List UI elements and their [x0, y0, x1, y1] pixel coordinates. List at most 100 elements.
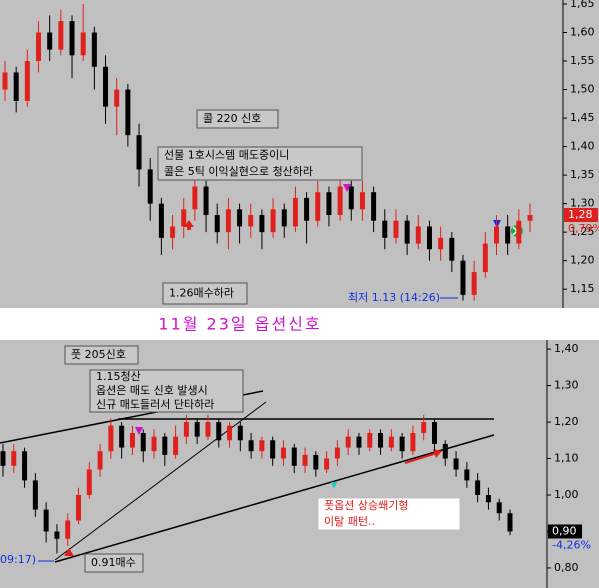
y-tick-label: 1,20: [554, 415, 579, 428]
annotation-box: [64, 345, 139, 365]
candle-body: [119, 425, 125, 448]
candle-body: [13, 72, 19, 101]
candle-body: [227, 425, 233, 441]
note: 최저 1.13 (14:26): [348, 291, 440, 304]
candle-body: [371, 192, 377, 221]
candle-body: [464, 469, 470, 481]
signal-arrow: [493, 220, 501, 228]
candle-body: [248, 440, 254, 452]
candle-body: [192, 186, 198, 210]
candle-body: [54, 531, 60, 539]
y-tick-label: 1,55: [570, 54, 595, 67]
candle-body: [426, 226, 432, 250]
candle-body: [36, 32, 42, 62]
banner-band: [0, 308, 599, 340]
y-tick-label: 1,60: [570, 26, 595, 39]
candle-body: [170, 226, 176, 238]
candle-body: [183, 422, 189, 437]
note: 09:17): [0, 553, 36, 566]
annotation-text: 선물 1호시스템 매도중이니: [164, 148, 289, 161]
last-price: 1,28: [568, 208, 593, 221]
candle-body: [493, 226, 499, 244]
annotation-text: 풋옵션 상승쐐기형: [324, 499, 408, 512]
candle-body: [86, 469, 92, 495]
candle-body: [270, 440, 276, 459]
candle-body: [471, 272, 477, 295]
candle-body: [313, 454, 319, 470]
candle-body: [214, 215, 220, 233]
candle-body: [304, 197, 310, 221]
candle-body: [326, 192, 332, 216]
candle-body: [410, 433, 416, 452]
annotation-text: 1.26매수하라: [169, 286, 234, 300]
annotation-box: [89, 369, 244, 413]
candle-body: [2, 72, 8, 90]
signal-arrow: [135, 427, 143, 435]
change-pct: -4,26%: [552, 538, 591, 551]
annotation-text: 신규 매도들러서 단타하라: [96, 397, 214, 411]
annotation-text: 이탈 패턴..: [324, 515, 375, 528]
annotation-box: [196, 109, 279, 129]
candle-body: [259, 440, 265, 452]
candle-body: [292, 197, 298, 227]
annotation-box: [317, 497, 461, 531]
candle-body: [415, 226, 421, 244]
candle-body: [334, 447, 340, 459]
candle-body: [225, 209, 231, 233]
candle-body: [24, 61, 30, 101]
trend-line: [54, 434, 495, 563]
candle-body: [516, 220, 522, 244]
signal-arrow: [343, 184, 351, 192]
candle-body: [356, 436, 362, 448]
y-tick-label: 1,30: [570, 197, 595, 210]
candle-body: [181, 209, 187, 227]
candle-body: [393, 220, 399, 238]
candle-body: [496, 502, 502, 514]
y-tick-label: 1,30: [554, 379, 579, 392]
candle-body: [11, 451, 17, 466]
candle-body: [302, 454, 308, 466]
y-tick-label: 1,15: [570, 282, 595, 295]
candle-body: [431, 422, 437, 444]
candle-body: [475, 480, 481, 495]
buy-arrow: [64, 548, 74, 556]
candle-body: [80, 32, 86, 56]
candle-body: [337, 186, 343, 216]
candle-body: [129, 433, 135, 448]
annotation-box: [84, 553, 144, 573]
annotation-text: 1.15청산: [96, 370, 141, 383]
y-tick-label: 1,50: [570, 83, 595, 96]
candle-body: [505, 226, 511, 244]
candle-body: [315, 192, 321, 221]
y-tick-label: 1,40: [554, 342, 579, 355]
candle-body: [58, 21, 64, 50]
candle-body: [281, 209, 287, 227]
candle-body: [147, 169, 153, 204]
candle-body: [438, 237, 444, 250]
candle-body: [47, 32, 53, 50]
candle-body: [162, 436, 168, 455]
last-price-box: [564, 208, 598, 223]
candle-body: [216, 422, 222, 441]
annotation-text: 0.91매수: [91, 556, 136, 569]
candle-body: [173, 436, 179, 455]
candle-body: [237, 209, 243, 227]
candle-body: [43, 509, 49, 532]
y-tick-label: 1,10: [554, 452, 579, 465]
candle-body: [527, 215, 533, 221]
candle-body: [136, 135, 142, 170]
candle-body: [291, 447, 297, 466]
candle-body: [449, 237, 455, 261]
candle-body: [259, 215, 265, 233]
candle-body: [404, 220, 410, 244]
annotation-text: 콜은 5틱 이익실현으로 청산하라: [164, 164, 313, 178]
last-price: 0,90: [552, 524, 577, 537]
y-tick-label: 1,45: [570, 111, 595, 124]
candle-body: [203, 186, 209, 216]
y-tick-label: 0,80: [554, 561, 579, 574]
candle-body: [442, 443, 448, 459]
change-pct: 0,79%: [568, 222, 599, 235]
candle-body: [270, 209, 276, 233]
y-tick-label: 1,40: [570, 140, 595, 153]
candle-body: [507, 513, 513, 532]
